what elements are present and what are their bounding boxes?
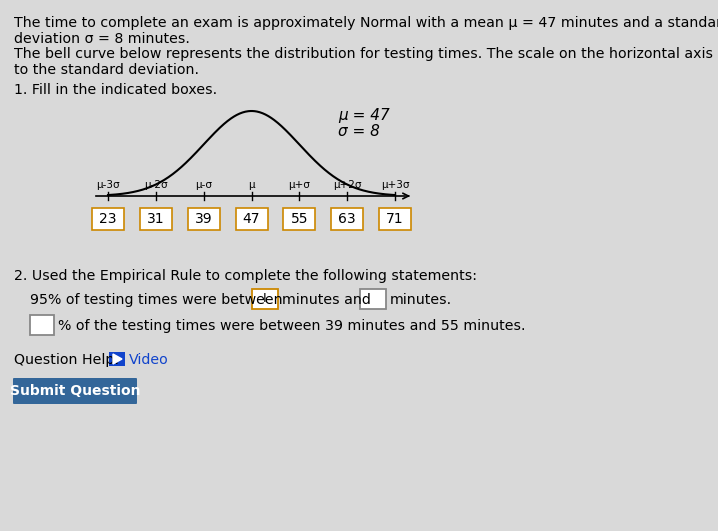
- Text: Video: Video: [129, 353, 169, 367]
- Text: μ-3σ: μ-3σ: [96, 180, 120, 190]
- Text: The time to complete an exam is approximately Normal with a mean μ = 47 minutes : The time to complete an exam is approxim…: [14, 16, 718, 46]
- Polygon shape: [113, 354, 122, 364]
- Text: minutes and: minutes and: [282, 293, 371, 307]
- Text: minutes.: minutes.: [390, 293, 452, 307]
- FancyBboxPatch shape: [187, 208, 220, 230]
- FancyBboxPatch shape: [30, 315, 54, 335]
- FancyBboxPatch shape: [236, 208, 268, 230]
- Text: μ: μ: [248, 180, 255, 190]
- FancyBboxPatch shape: [13, 378, 137, 404]
- FancyBboxPatch shape: [331, 208, 363, 230]
- Text: The bell curve below represents the distribution for testing times. The scale on: The bell curve below represents the dist…: [14, 47, 718, 77]
- Text: 47: 47: [243, 212, 260, 226]
- Text: 95% of testing times were between: 95% of testing times were between: [30, 293, 283, 307]
- Text: 71: 71: [386, 212, 404, 226]
- Text: μ-2σ: μ-2σ: [144, 180, 167, 190]
- Text: Submit Question: Submit Question: [10, 384, 140, 398]
- FancyBboxPatch shape: [284, 208, 315, 230]
- Text: 2. Used the Empirical Rule to complete the following statements:: 2. Used the Empirical Rule to complete t…: [14, 269, 477, 283]
- Text: μ = 47: μ = 47: [338, 108, 390, 123]
- Text: μ+σ: μ+σ: [289, 180, 310, 190]
- Text: I: I: [264, 293, 267, 305]
- Text: 31: 31: [147, 212, 164, 226]
- FancyBboxPatch shape: [140, 208, 172, 230]
- Text: σ = 8: σ = 8: [338, 124, 380, 139]
- Text: Question Help:: Question Help:: [14, 353, 119, 367]
- Text: μ+2σ: μ+2σ: [333, 180, 361, 190]
- Text: 1. Fill in the indicated boxes.: 1. Fill in the indicated boxes.: [14, 83, 217, 97]
- FancyBboxPatch shape: [92, 208, 124, 230]
- Text: 39: 39: [195, 212, 213, 226]
- Text: % of the testing times were between 39 minutes and 55 minutes.: % of the testing times were between 39 m…: [58, 319, 526, 333]
- FancyBboxPatch shape: [109, 352, 125, 366]
- FancyBboxPatch shape: [379, 208, 411, 230]
- FancyBboxPatch shape: [360, 289, 386, 309]
- Text: 55: 55: [291, 212, 308, 226]
- Text: μ+3σ: μ+3σ: [381, 180, 409, 190]
- FancyBboxPatch shape: [252, 289, 278, 309]
- Text: 23: 23: [99, 212, 117, 226]
- Text: μ-σ: μ-σ: [195, 180, 212, 190]
- Text: 63: 63: [338, 212, 356, 226]
